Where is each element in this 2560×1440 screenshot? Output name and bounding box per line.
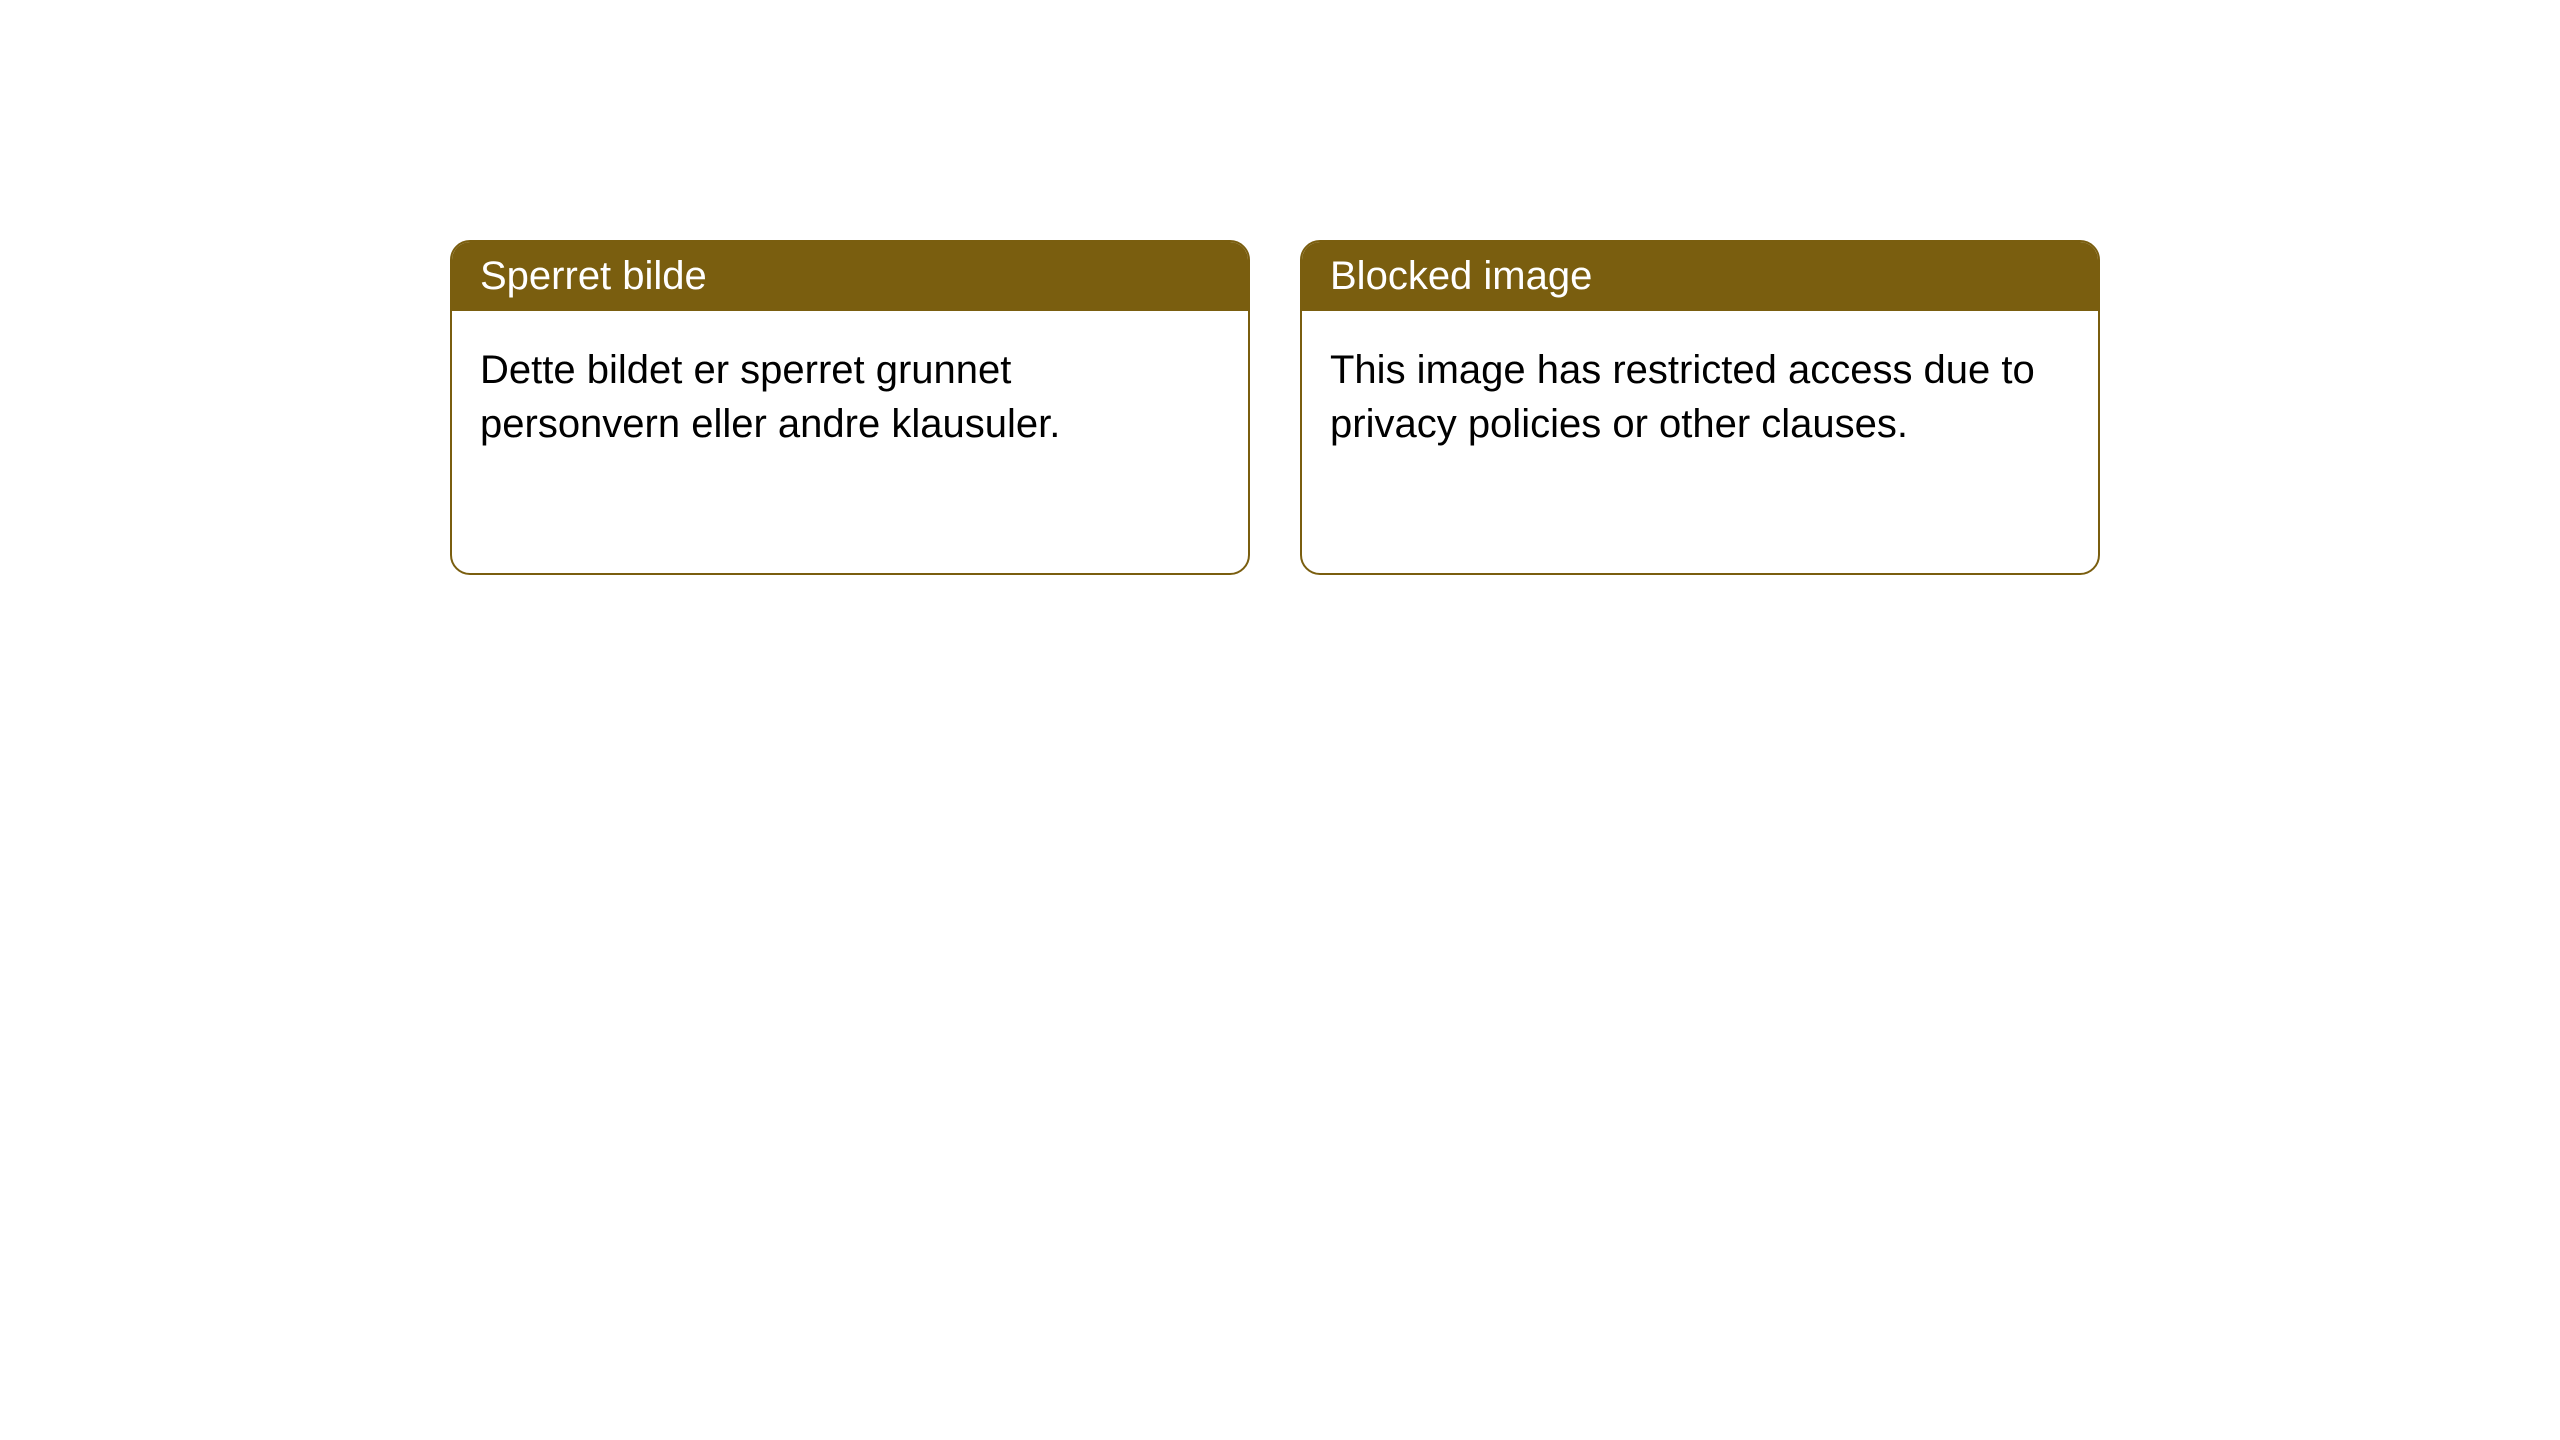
notice-container: Sperret bilde Dette bildet er sperret gr… [0, 0, 2560, 575]
card-body-english: This image has restricted access due to … [1302, 311, 2098, 483]
card-title-english: Blocked image [1330, 254, 1592, 298]
card-header-norwegian: Sperret bilde [452, 242, 1248, 311]
card-message-english: This image has restricted access due to … [1330, 348, 2035, 446]
card-header-english: Blocked image [1302, 242, 2098, 311]
card-message-norwegian: Dette bildet er sperret grunnet personve… [480, 348, 1060, 446]
blocked-image-card-norwegian: Sperret bilde Dette bildet er sperret gr… [450, 240, 1250, 575]
card-body-norwegian: Dette bildet er sperret grunnet personve… [452, 311, 1248, 483]
card-title-norwegian: Sperret bilde [480, 254, 707, 298]
blocked-image-card-english: Blocked image This image has restricted … [1300, 240, 2100, 575]
